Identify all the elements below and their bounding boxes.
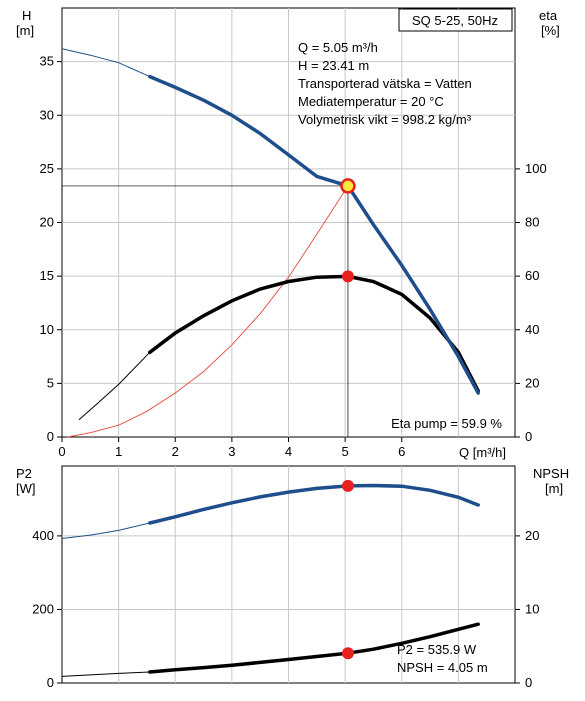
top-x-tick-label: 1	[115, 444, 122, 459]
bottom-left-tick-label: 200	[32, 601, 54, 616]
duty-info-line: Q = 5.05 m³/h	[298, 40, 378, 55]
bottom-info-line: NPSH = 4.05 m	[397, 660, 488, 675]
top-left-tick-label: 20	[40, 215, 54, 230]
system-curve-line	[67, 185, 349, 438]
top-right-tick-label: 100	[525, 161, 547, 176]
top-x-axis-label: Q [m³/h]	[459, 445, 506, 460]
npsh-curve-thick	[148, 622, 480, 674]
top-x-tick-label: 3	[228, 444, 235, 459]
npsh-duty-marker	[341, 647, 354, 660]
top-left-tick-label: 25	[40, 161, 54, 176]
bottom-right-axis-label: NPSH	[533, 466, 569, 481]
top-x-tick-label: 0	[58, 444, 65, 459]
chart-title-box	[398, 8, 513, 32]
top-right-axis-unit: [%]	[541, 23, 560, 38]
p2-duty-marker	[341, 479, 354, 492]
duty-info-line: Transporterad vätska = Vatten	[298, 76, 472, 91]
bottom-left-tick-label: 400	[32, 528, 54, 543]
npsh-curve-thin	[61, 671, 150, 677]
h-duty-marker	[340, 178, 356, 194]
top-right-axis-label: eta	[539, 8, 558, 23]
chart-title: SQ 5-25, 50Hz	[412, 13, 498, 28]
eta-curve-thick	[148, 274, 480, 393]
top-left-tick-label: 5	[47, 375, 54, 390]
top-x-tick-label: 6	[398, 444, 405, 459]
duty-info-line: Mediatemperatur = 20 °C	[298, 94, 444, 109]
bottom-right-tick-label: 0	[525, 675, 532, 690]
bottom-right-tick-label: 20	[525, 528, 539, 543]
duty-info-line: H = 23.41 m	[298, 58, 369, 73]
bottom-left-axis-unit: [W]	[16, 481, 36, 496]
bottom-right-axis-unit: [m]	[545, 481, 563, 496]
top-left-tick-label: 15	[40, 268, 54, 283]
eta-curve-thin	[78, 351, 151, 421]
eta-duty-marker	[341, 270, 354, 283]
h-curve-thick	[148, 74, 480, 395]
bottom-left-tick-label: 0	[47, 675, 54, 690]
top-left-axis-unit: [m]	[16, 23, 34, 38]
p2-curve-thick	[148, 483, 480, 525]
p2-curve-thin	[61, 522, 150, 539]
bottom-right-tick-label: 10	[525, 601, 539, 616]
bottom-left-axis-label: P2	[16, 466, 32, 481]
top-right-tick-label: 80	[525, 215, 539, 230]
top-right-tick-label: 60	[525, 268, 539, 283]
top-x-tick-label: 2	[172, 444, 179, 459]
top-left-axis-label: H	[22, 8, 31, 23]
bottom-info-line: P2 = 535.9 W	[397, 642, 477, 657]
eta-pump-label: Eta pump = 59.9 %	[391, 416, 502, 431]
top-x-tick-label: 4	[285, 444, 292, 459]
top-left-tick-label: 35	[40, 54, 54, 69]
h-curve-thin	[61, 48, 151, 78]
top-left-tick-label: 30	[40, 107, 54, 122]
duty-info-line: Volymetrisk vikt = 998.2 kg/m³	[298, 112, 472, 127]
top-left-tick-label: 10	[40, 322, 54, 337]
top-left-tick-label: 0	[47, 429, 54, 444]
top-right-tick-label: 40	[525, 322, 539, 337]
top-right-tick-label: 0	[525, 429, 532, 444]
top-x-tick-label: 5	[342, 444, 349, 459]
top-right-tick-label: 20	[525, 375, 539, 390]
